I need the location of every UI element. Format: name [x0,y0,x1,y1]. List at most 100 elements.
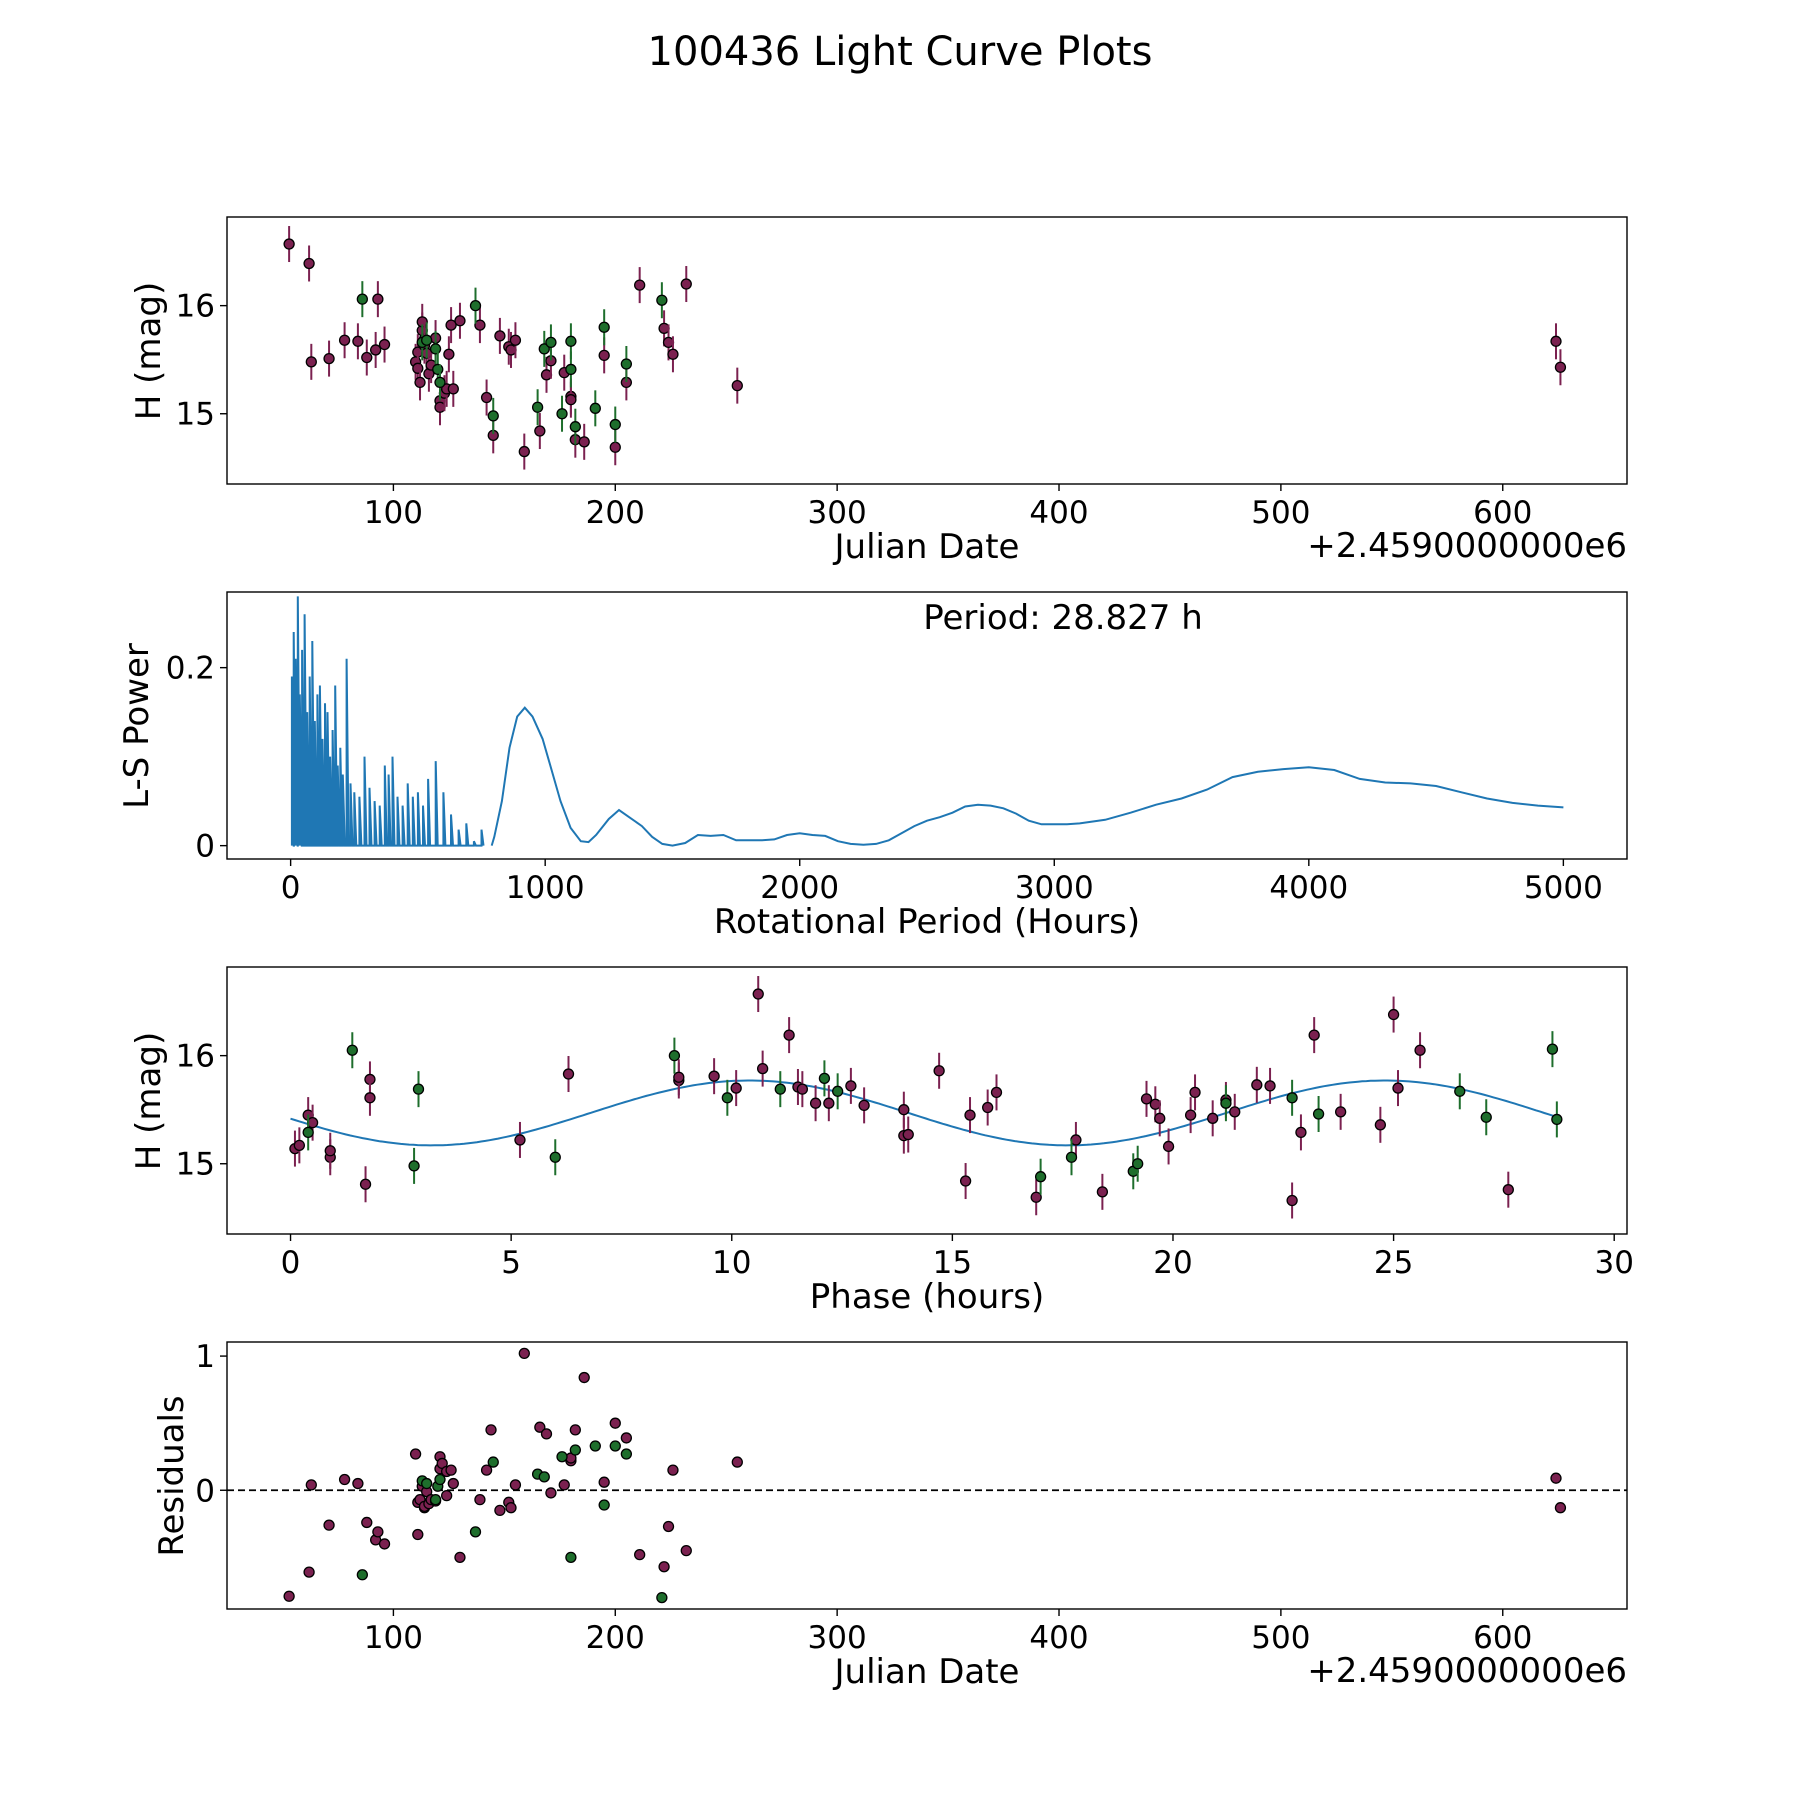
lightcurve-point-green [538,343,550,355]
residuals-point-magenta [558,1479,570,1491]
phased-point-green [408,1160,420,1172]
phased-point-magenta [1140,1093,1153,1105]
phased-axes-frame [226,966,1628,1235]
phased-x-tick-label: 5 [501,1245,521,1281]
phased-point-green [818,1072,831,1084]
residuals-point-green [656,1591,668,1604]
phased-point-magenta [1189,1086,1201,1099]
periodogram-plot-area [290,596,1564,847]
phased-point-magenta [1096,1186,1109,1198]
residuals-x-tick-label: 100 [364,1620,423,1656]
residuals-point-green [609,1440,621,1452]
phased-point-green [1220,1097,1232,1109]
phased-point-magenta [933,1065,945,1077]
lightcurve-point-green [556,408,568,420]
phased-panel: 0 5 10 15 20 25 30 15 16 Phase (hours) H (mag) [129,966,1634,1317]
phased-point-magenta [1162,1140,1175,1153]
residuals-point-magenta [352,1477,364,1490]
residuals-ticks: 100 200 300 400 500 600 0 1 [195,1339,1532,1656]
lightcurve-point-magenta [303,257,315,270]
periodogram-x-tick-label: 0 [281,870,301,906]
residuals-point-magenta [445,1464,457,1476]
phased-point-magenta [1392,1082,1404,1094]
lightcurve-point-green [598,321,610,333]
lightcurve-point-magenta [518,445,530,458]
phased-point-magenta [1184,1109,1197,1121]
lightcurve-point-green [656,294,668,306]
lightcurve-point-magenta [667,348,679,360]
phased-point-green [774,1083,786,1095]
phased-point-green [721,1092,733,1104]
residuals-point-magenta [667,1464,679,1476]
lightcurve-point-magenta [565,394,577,406]
lightcurve-axes-frame [226,216,1628,485]
lightcurve-point-green [569,421,581,433]
residuals-point-magenta [361,1516,373,1529]
residuals-point-magenta [569,1424,581,1436]
periodogram-x-tick-label: 4000 [1269,870,1348,906]
phased-x-tick-label: 15 [933,1245,972,1281]
period-annotation: Period: 28.827 h [923,598,1203,638]
phased-point-magenta [1286,1194,1298,1207]
lightcurve-point-magenta [443,348,455,360]
residuals-x-tick-label: 200 [586,1620,645,1656]
residuals-x-tick-label: 500 [1251,1620,1310,1656]
lightcurve-point-green [531,401,544,413]
periodogram-x-tick-label: 3000 [1015,870,1094,906]
residuals-point-green [469,1526,482,1538]
periodogram-line [490,706,1564,847]
phased-point-magenta [959,1175,972,1187]
residuals-point-magenta [454,1551,466,1563]
residuals-point-magenta [474,1494,486,1506]
lightcurve-point-magenta [412,362,424,374]
residuals-point-magenta [505,1502,517,1514]
phased-point-magenta [1308,1029,1320,1041]
residuals-point-magenta [598,1476,610,1488]
phased-point-green [668,1049,681,1062]
phased-x-label: Phase (hours) [810,1277,1044,1317]
phased-point-magenta [1229,1106,1241,1118]
residuals-point-magenta [534,1421,546,1433]
lightcurve-point-green [565,335,577,347]
lightcurve-point-green [469,299,482,312]
phased-plot-area [289,976,1563,1219]
phased-point-green [346,1044,358,1056]
phased-point-magenta [1414,1044,1426,1056]
periodogram-spikes [290,596,485,847]
residuals-point-magenta [283,1590,295,1602]
phased-y-label: H (mag) [129,1032,169,1170]
residuals-point-magenta [485,1424,497,1436]
residuals-point-magenta [658,1561,670,1573]
residuals-point-green [421,1477,433,1490]
lightcurve-point-magenta [445,319,457,331]
residuals-point-magenta [540,1428,553,1440]
periodogram-y-label: L-S Power [117,643,157,809]
periodogram-axes-frame [226,591,1628,860]
lightcurve-panel: 100 200 300 400 500 600 15 16 Julian Date +2.45… [129,216,1628,567]
lightcurve-point-magenta [283,238,295,250]
residuals-point-magenta [447,1477,459,1490]
phased-x-tick-label: 0 [281,1245,301,1281]
phased-point-magenta [982,1101,994,1114]
residuals-point-magenta [518,1347,530,1360]
phased-point-green [832,1085,844,1097]
residuals-point-magenta [305,1479,317,1491]
residuals-point-green [589,1440,601,1452]
lightcurve-point-magenta [731,379,743,392]
lightcurve-point-magenta [352,335,364,347]
lightcurve-point-magenta [338,334,351,346]
lightcurve-point-magenta [480,391,493,404]
phased-point-green [1065,1151,1078,1163]
phased-point-magenta [514,1134,526,1146]
lightcurve-point-magenta [323,352,335,365]
residuals-point-green [538,1471,550,1483]
residuals-y-tick-label: 1 [195,1339,215,1375]
phased-point-magenta [1502,1184,1514,1196]
phased-point-green [549,1151,561,1163]
lightcurve-point-green [434,376,446,389]
residuals-point-magenta [372,1526,384,1538]
phased-point-green [1546,1043,1559,1055]
lightcurve-x-tick-label: 100 [364,495,423,531]
periodogram-y-tick-label: 0.2 [166,651,215,687]
